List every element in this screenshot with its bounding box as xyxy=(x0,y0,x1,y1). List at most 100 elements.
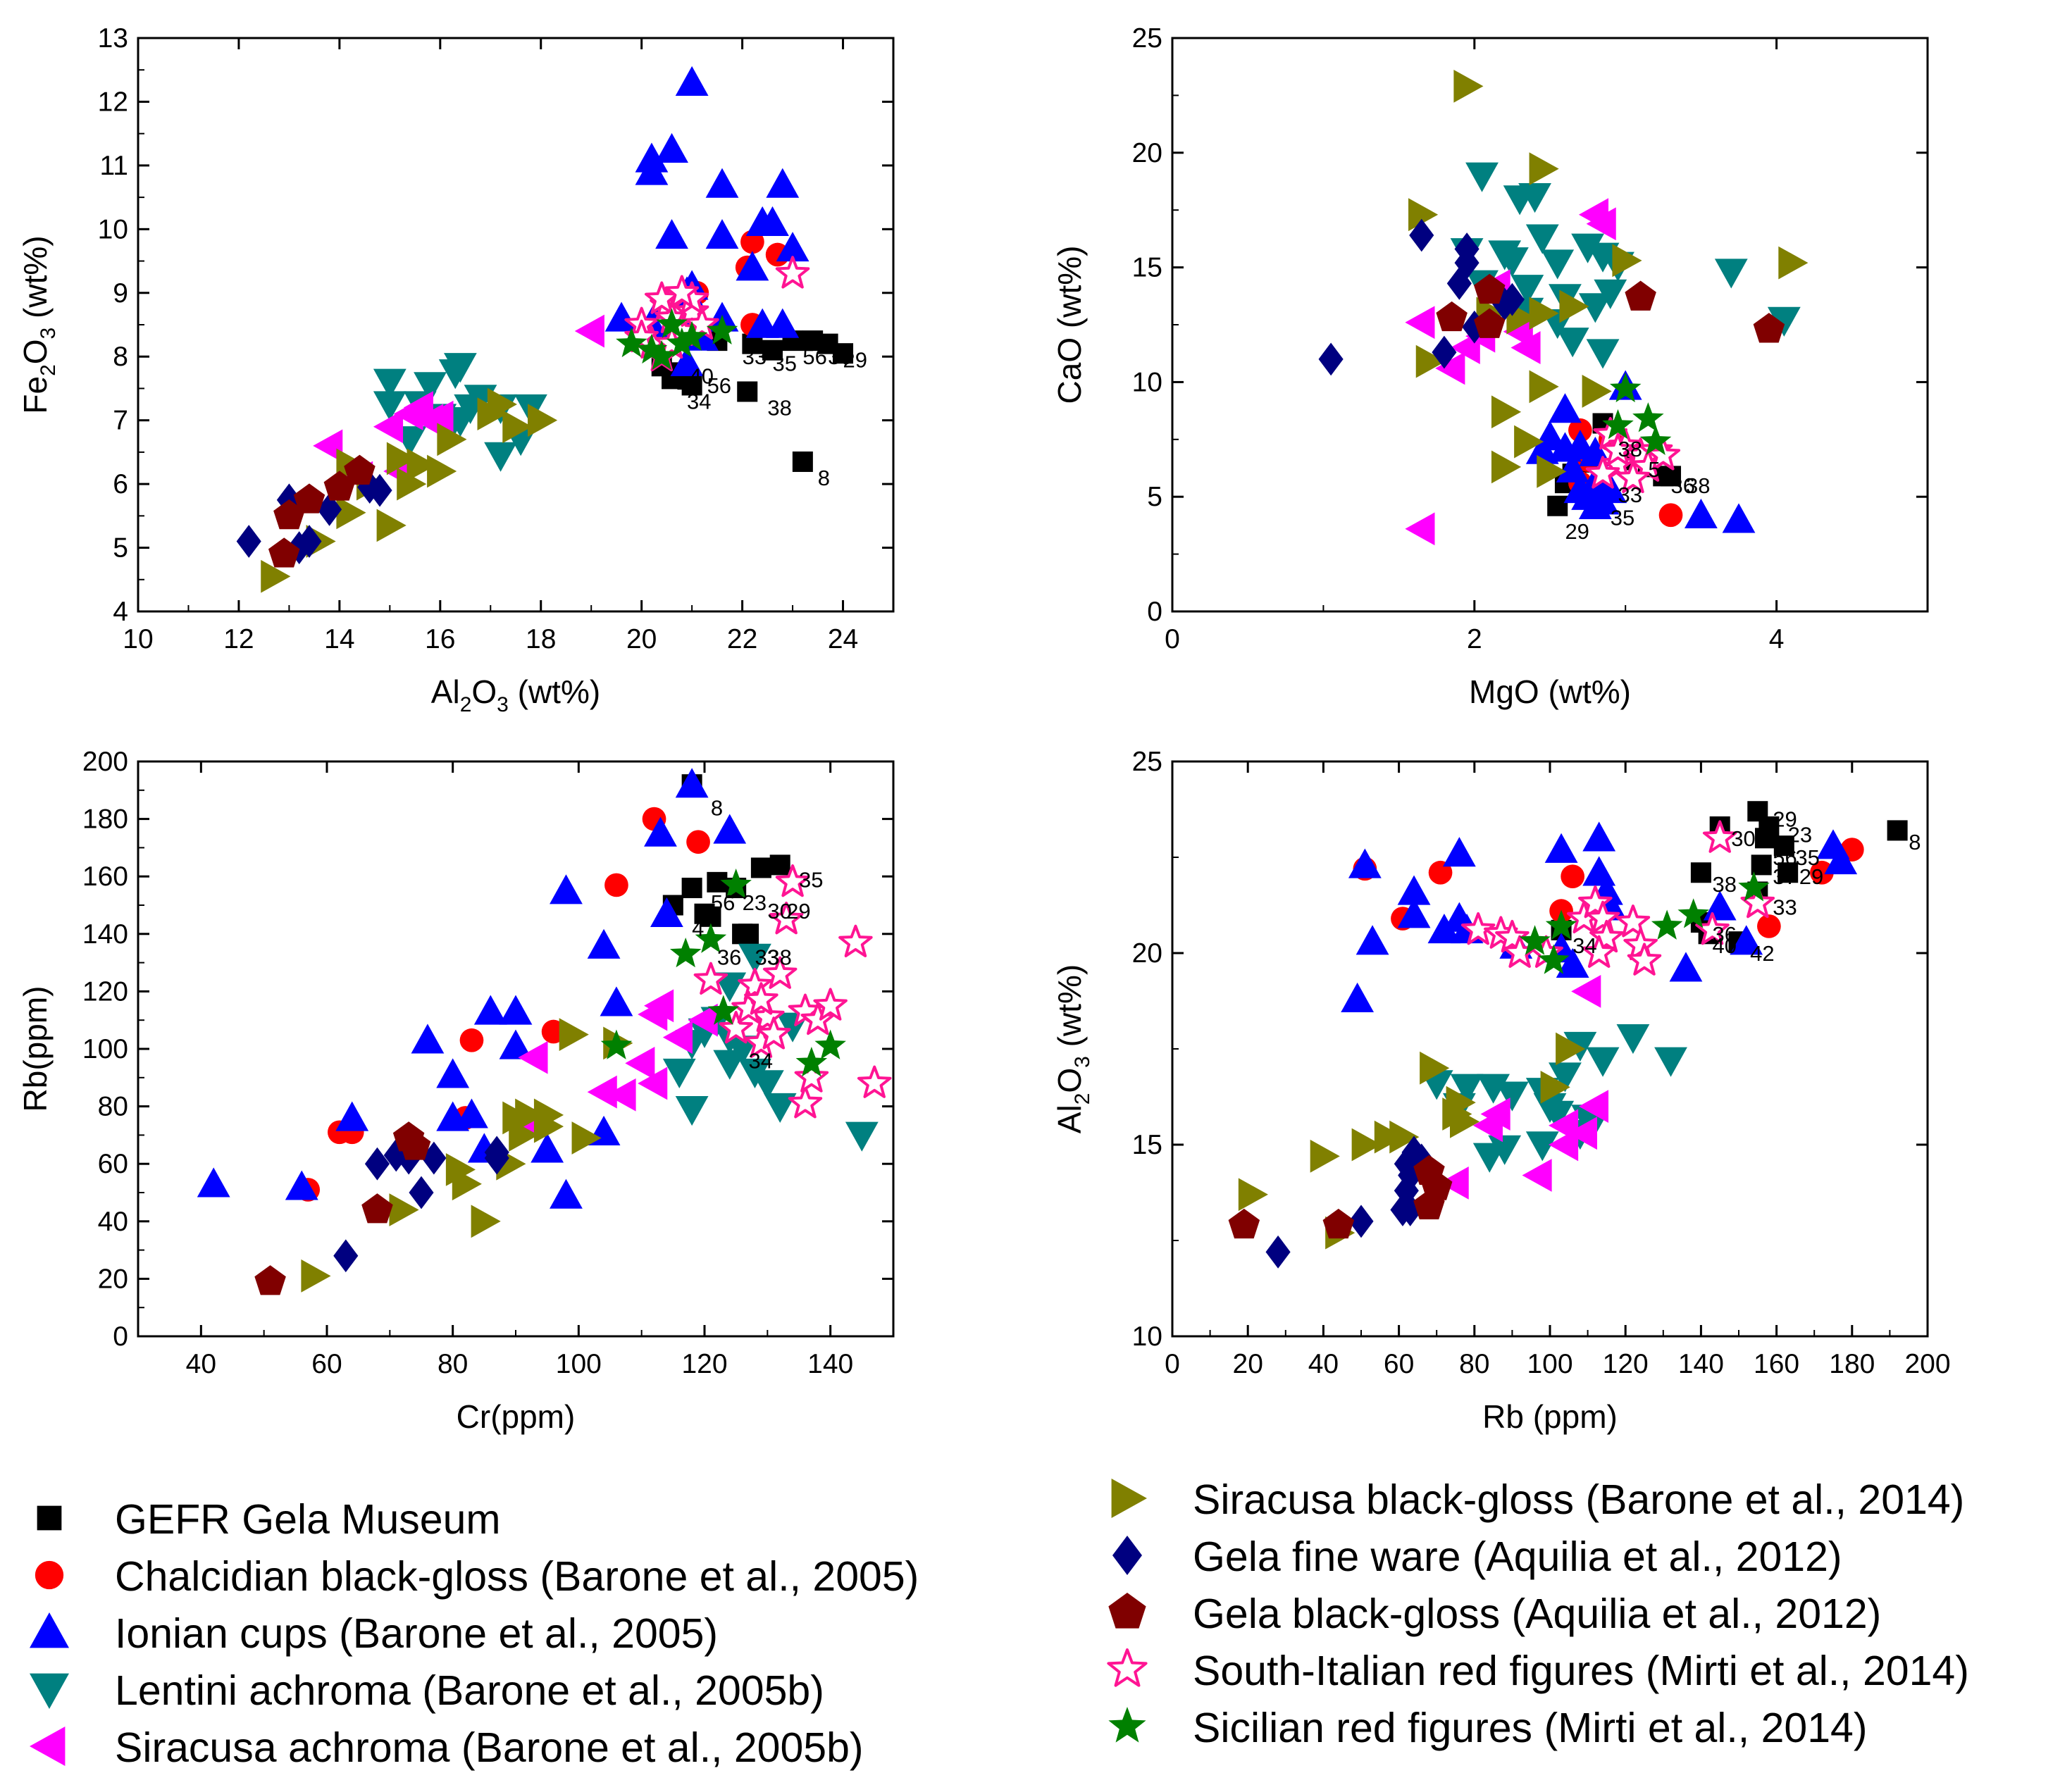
x-tick-label: 12 xyxy=(223,624,254,654)
y-tick-label: 20 xyxy=(1132,138,1162,168)
point-label: 42 xyxy=(677,373,701,398)
data-point xyxy=(1544,833,1578,863)
chart-panel-4: 0 20 40 60 80 100 120 140 160 180 200 10 15 20 25 Rb (p… xyxy=(1051,747,1951,1435)
data-point xyxy=(515,1098,545,1132)
y-tick-label: 8 xyxy=(113,342,128,372)
data-point xyxy=(427,454,457,488)
data-point xyxy=(857,1065,892,1098)
data-point xyxy=(1397,875,1431,905)
series-sicilian-red-figures-mirti-et-al-2014 xyxy=(1519,871,1770,974)
data-point xyxy=(386,442,417,475)
point-label: 30 xyxy=(828,344,852,369)
x-tick-label: 14 xyxy=(324,624,354,654)
data-point xyxy=(1773,835,1794,857)
data-point xyxy=(1556,1032,1586,1066)
x-axis-title: Al2O3 (wt%) xyxy=(431,673,600,716)
y-tick-label: 0 xyxy=(113,1321,128,1352)
y-tick-label: 80 xyxy=(98,1092,128,1122)
data-point xyxy=(838,924,873,957)
data-point xyxy=(587,928,621,959)
data-point xyxy=(1529,152,1559,185)
point-label: 42 xyxy=(1750,941,1774,966)
data-point xyxy=(1578,489,1612,519)
data-point xyxy=(1473,308,1506,338)
data-point xyxy=(1586,1047,1620,1077)
x-axis-title: Rb (ppm) xyxy=(1482,1398,1618,1435)
data-point xyxy=(1556,452,1589,483)
point-label: 29 xyxy=(1565,519,1589,544)
data-point xyxy=(254,1265,286,1295)
x-tick-label: 20 xyxy=(626,624,657,654)
data-point xyxy=(452,1167,482,1201)
series-ionian-cups-barone-et-al-2005 xyxy=(1525,370,1756,533)
data-point xyxy=(750,857,771,878)
data-point xyxy=(1567,1117,1597,1150)
data-point xyxy=(509,1119,539,1152)
data-point xyxy=(814,1029,846,1059)
point-label: 38 xyxy=(1618,437,1642,461)
data-point xyxy=(1491,395,1522,429)
data-point xyxy=(1322,1208,1355,1239)
data-point xyxy=(1753,313,1785,343)
data-point xyxy=(766,168,800,198)
data-point xyxy=(1810,860,1834,885)
data-point xyxy=(1439,1167,1469,1200)
data-point xyxy=(361,1193,393,1224)
point-label: 35 xyxy=(799,867,823,892)
data-point xyxy=(1594,473,1627,504)
data-point xyxy=(1538,944,1570,974)
data-point xyxy=(1545,909,1577,940)
legend-item-gela-black-gloss-aquilia-et-al-2012: Gela black-gloss (Aquilia et al., 2012) xyxy=(1108,1591,1881,1637)
data-point xyxy=(792,451,813,472)
y-tick-label: 180 xyxy=(82,804,128,835)
data-point xyxy=(1356,925,1389,955)
point-label: 35 xyxy=(1795,845,1819,870)
data-point xyxy=(681,878,702,899)
y-tick-label: 0 xyxy=(1147,597,1162,627)
data-point xyxy=(1238,1178,1268,1212)
data-point xyxy=(685,306,719,340)
data-point xyxy=(376,509,407,542)
data-point xyxy=(606,1078,636,1112)
data-point xyxy=(197,1167,230,1198)
y-tick-label: 9 xyxy=(113,278,128,309)
data-point xyxy=(1627,943,1662,976)
data-point xyxy=(1582,821,1616,852)
data-point xyxy=(1677,898,1709,928)
legend-marker xyxy=(1107,1648,1148,1687)
data-point xyxy=(1453,69,1484,103)
legend-label: Sicilian red figures (Mirti et al., 2014… xyxy=(1193,1705,1867,1751)
data-point xyxy=(736,251,769,281)
data-point xyxy=(1405,512,1435,546)
data-point xyxy=(616,327,647,358)
data-point xyxy=(531,1133,564,1163)
data-point xyxy=(1389,1120,1420,1154)
data-point xyxy=(484,442,517,472)
data-point xyxy=(1228,1208,1260,1239)
data-point xyxy=(1632,402,1664,433)
point-label: 30 xyxy=(1731,826,1755,851)
data-point xyxy=(1571,233,1604,263)
data-point xyxy=(738,923,759,945)
data-point xyxy=(411,1024,445,1054)
data-point xyxy=(473,995,507,1025)
data-point xyxy=(1669,952,1703,982)
legend-item-lentini-achroma-barone-et-al-2005b: Lentini achroma (Barone et al., 2005b) xyxy=(30,1667,824,1714)
data-point xyxy=(397,467,427,501)
data-point xyxy=(1615,460,1651,494)
data-point xyxy=(1755,828,1776,849)
data-point xyxy=(1477,1074,1510,1104)
data-point xyxy=(414,372,447,402)
data-point xyxy=(373,368,407,399)
data-point xyxy=(762,956,798,989)
series-sicilian-red-figures-mirti-et-al-2014 xyxy=(600,869,846,1077)
data-point xyxy=(1525,224,1559,254)
data-point xyxy=(364,1147,390,1181)
series-siracusa-achroma-barone-et-al-2005b xyxy=(511,989,718,1138)
data-point xyxy=(1427,913,1461,944)
data-point xyxy=(706,314,738,344)
point-label: 29 xyxy=(786,899,810,923)
data-point xyxy=(604,301,638,332)
data-point xyxy=(693,962,728,995)
data-point xyxy=(795,1047,828,1077)
